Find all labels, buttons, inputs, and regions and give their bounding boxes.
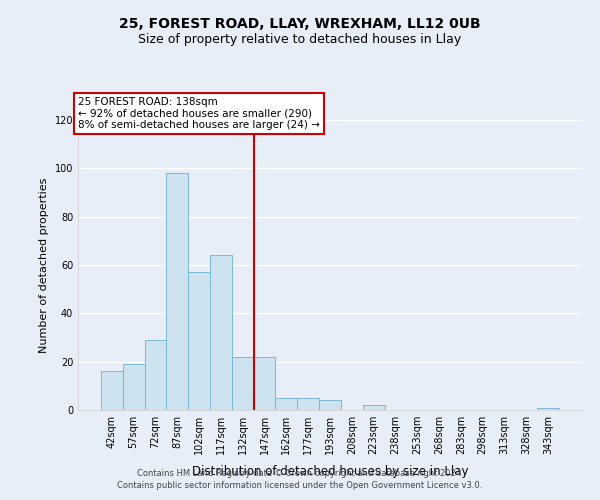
Text: Size of property relative to detached houses in Llay: Size of property relative to detached ho… (139, 32, 461, 46)
X-axis label: Distribution of detached houses by size in Llay: Distribution of detached houses by size … (192, 466, 468, 478)
Bar (232, 357, 254, 410)
Bar (254, 357, 275, 410)
Text: 25 FOREST ROAD: 138sqm
← 92% of detached houses are smaller (290)
8% of semi-det: 25 FOREST ROAD: 138sqm ← 92% of detached… (78, 97, 320, 130)
Bar (166, 173, 188, 410)
Bar (319, 400, 341, 410)
Bar (145, 340, 166, 410)
Bar (297, 398, 319, 410)
Y-axis label: Number of detached properties: Number of detached properties (39, 178, 49, 352)
Bar (123, 364, 145, 410)
Bar (537, 408, 559, 410)
Bar (275, 398, 297, 410)
Text: Contains HM Land Registry data © Crown copyright and database right 2024.: Contains HM Land Registry data © Crown c… (137, 468, 463, 477)
Bar (188, 272, 210, 410)
Text: 25, FOREST ROAD, LLAY, WREXHAM, LL12 0UB: 25, FOREST ROAD, LLAY, WREXHAM, LL12 0UB (119, 18, 481, 32)
Bar (363, 405, 385, 410)
Bar (101, 372, 123, 410)
Bar (210, 256, 232, 410)
Text: Contains public sector information licensed under the Open Government Licence v3: Contains public sector information licen… (118, 481, 482, 490)
